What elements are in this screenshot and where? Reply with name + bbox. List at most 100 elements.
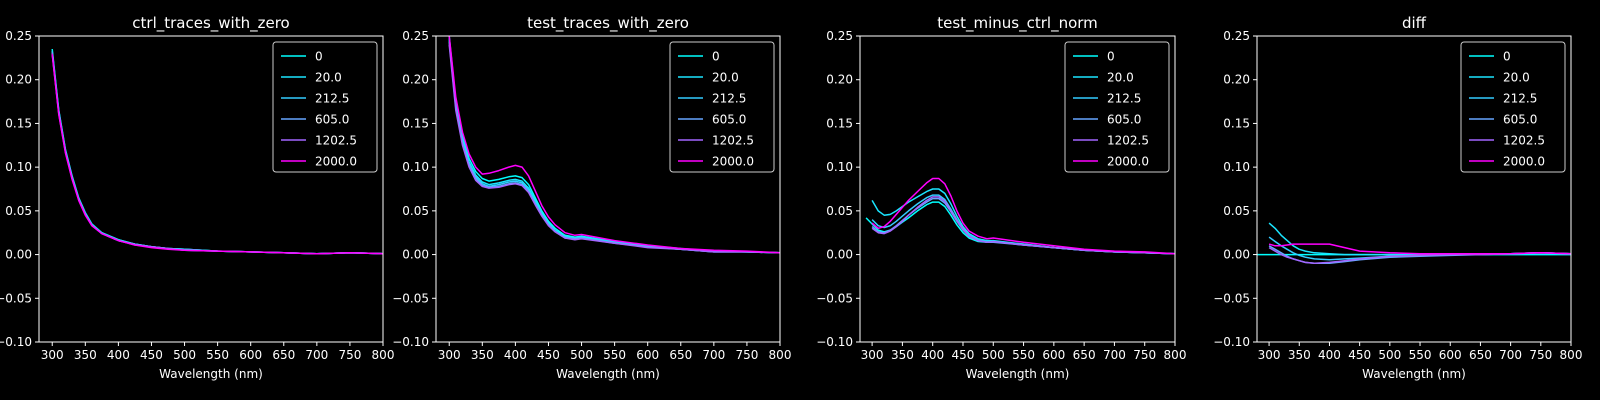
legend-label: 1202.5 [1107, 134, 1149, 148]
x-axis-label: Wavelength (nm) [556, 367, 660, 381]
y-tick-label: 0.05 [5, 204, 32, 218]
y-tick-label: 0.20 [402, 73, 429, 87]
x-tick-label: 350 [1288, 348, 1311, 362]
legend-label: 0 [1107, 50, 1115, 64]
y-tick-label: 0.05 [402, 204, 429, 218]
legend-box [272, 41, 378, 173]
x-tick-label: 350 [471, 348, 494, 362]
legend-label: 605.0 [712, 113, 746, 127]
x-tick-label: 400 [921, 348, 944, 362]
x-axis-label: Wavelength (nm) [966, 367, 1070, 381]
legend-box [1460, 41, 1566, 173]
legend-label: 2000.0 [1503, 155, 1545, 169]
series-line-2000.0 [1268, 243, 1571, 255]
series-line-2000.0 [871, 177, 1175, 255]
legend: 0 20.0 212.5 605.0 1202.5 2000.0 [272, 41, 378, 173]
x-tick-label: 450 [952, 348, 975, 362]
y-tick-label: 0.15 [5, 116, 32, 130]
x-tick-label: 400 [107, 348, 130, 362]
y-tick-label: 0.25 [402, 29, 429, 43]
y-tick-label: 0.15 [1223, 116, 1250, 130]
legend-label: 20.0 [712, 71, 739, 85]
legend-label: 20.0 [1107, 71, 1134, 85]
legend-label: 605.0 [1107, 113, 1141, 127]
series-group [1257, 222, 1571, 265]
x-tick-label: 650 [1073, 348, 1096, 362]
x-tick-label: 700 [1103, 348, 1126, 362]
chart-panel-2: test_traces_with_zero 300 350 400 450 500 550 6… [392, 14, 791, 381]
series-line-1202.5 [871, 196, 1175, 255]
plot-frame [435, 35, 781, 343]
y-tick-label: 0.15 [826, 116, 853, 130]
series-group [51, 49, 383, 255]
x-tick-label: 550 [603, 348, 626, 362]
x-tick-label: 500 [173, 348, 196, 362]
plot-frame [859, 35, 1176, 343]
x-tick-label: 300 [861, 348, 884, 362]
legend-label: 212.5 [1107, 92, 1141, 106]
legend-label: 2000.0 [1107, 155, 1149, 169]
x-tick-label: 600 [636, 348, 659, 362]
y-tick-label: 0.05 [1223, 204, 1250, 218]
x-tick-label: 600 [239, 348, 262, 362]
y-tick-label: 0.20 [5, 73, 32, 87]
x-tick-label: 750 [338, 348, 361, 362]
legend: 0 20.0 212.5 605.0 1202.5 2000.0 [1460, 41, 1566, 173]
legend-label: 0 [315, 50, 323, 64]
y-tick-label: −0.10 [0, 335, 32, 349]
y-tick-label: −0.05 [816, 291, 853, 305]
x-tick-label: 600 [1439, 348, 1462, 362]
legend-label: 1202.5 [712, 134, 754, 148]
x-tick-label: 300 [41, 348, 64, 362]
y-tick-label: 0.10 [826, 160, 853, 174]
x-tick-label: 300 [1258, 348, 1281, 362]
x-tick-label: 650 [272, 348, 295, 362]
chart-title: diff [1402, 14, 1427, 32]
legend-label: 1202.5 [315, 134, 357, 148]
y-tick-label: 0.25 [1223, 29, 1250, 43]
x-tick-label: 800 [769, 348, 792, 362]
x-tick-label: 450 [140, 348, 163, 362]
chart-title: test_minus_ctrl_norm [937, 14, 1098, 33]
y-tick-label: 0.10 [1223, 160, 1250, 174]
x-tick-label: 400 [1318, 348, 1341, 362]
series-group [865, 177, 1175, 255]
x-tick-label: 550 [1012, 348, 1035, 362]
chart-title: test_traces_with_zero [527, 14, 689, 33]
legend-label: 1202.5 [1503, 134, 1545, 148]
plot-frame [1256, 35, 1572, 343]
legend-label: 2000.0 [712, 155, 754, 169]
x-tick-label: 700 [305, 348, 328, 362]
chart-panel-1: ctrl_traces_with_zero 300 350 400 450 500 550 6… [0, 14, 394, 381]
legend-label: 20.0 [1503, 71, 1530, 85]
legend-label: 212.5 [1503, 92, 1537, 106]
y-tick-label: 0.25 [5, 29, 32, 43]
legend: 0 20.0 212.5 605.0 1202.5 2000.0 [669, 41, 775, 173]
y-tick-label: 0.10 [402, 160, 429, 174]
x-tick-label: 800 [1164, 348, 1187, 362]
x-tick-label: 800 [372, 348, 395, 362]
x-tick-label: 800 [1560, 348, 1583, 362]
y-tick-label: 0.25 [826, 29, 853, 43]
x-tick-label: 700 [1499, 348, 1522, 362]
x-tick-label: 550 [206, 348, 229, 362]
x-tick-label: 350 [74, 348, 97, 362]
y-tick-label: 0.05 [826, 204, 853, 218]
series-line-2000.0 [51, 54, 383, 255]
legend-label: 605.0 [1503, 113, 1537, 127]
chart-title: ctrl_traces_with_zero [132, 14, 289, 33]
chart-panel-4: diff 300 350 400 450 500 550 600 650 700 750 800 −0.… [1213, 14, 1582, 381]
series-line-0 [865, 201, 1175, 255]
legend-label: 0 [1503, 50, 1511, 64]
legend-label: 212.5 [315, 92, 349, 106]
y-tick-label: 0.20 [826, 73, 853, 87]
y-tick-label: −0.10 [392, 335, 429, 349]
y-tick-label: 0.00 [402, 248, 429, 262]
x-tick-label: 750 [1133, 348, 1156, 362]
legend-label: 0 [712, 50, 720, 64]
series-group [448, 36, 780, 254]
x-tick-label: 450 [1348, 348, 1371, 362]
legend-box [1064, 41, 1170, 173]
x-tick-label: 500 [1378, 348, 1401, 362]
